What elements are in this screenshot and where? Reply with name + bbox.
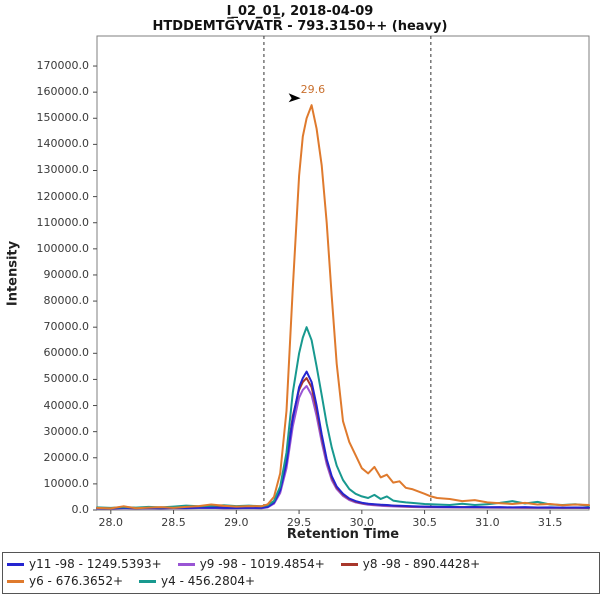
y-tick-label: 0.0 (71, 503, 90, 516)
y-tick-label: 20000.0 (43, 450, 90, 464)
legend-label: y6 - 676.3652+ (29, 574, 124, 588)
y-tick-label: 50000.0 (43, 372, 90, 386)
y-tick-label: 10000.0 (43, 476, 90, 490)
trace-y4[interactable] (96, 326, 590, 509)
chart-titles: I_02_01, 2018-04-09 HTDDEMTG̅YVA̅TR̅ - 7… (0, 4, 600, 34)
legend-line-swatch-icon (7, 562, 24, 566)
y-tick-label: 60000.0 (43, 346, 90, 360)
peak-retention-time-label: 29.6 (300, 83, 326, 97)
x-tick-label: 29.0 (224, 516, 249, 529)
y-tick-label: 120000.0 (36, 189, 90, 203)
y-tick-label: 80000.0 (43, 294, 90, 308)
legend-label: y11 -98 - 1249.5393+ (29, 557, 162, 571)
x-tick-label: 30.5 (412, 516, 437, 529)
legend-item-y4: y4 - 456.2804+ (139, 573, 255, 589)
legend-item-y11: y11 -98 - 1249.5393+ (7, 556, 162, 572)
x-tick-label: 30.0 (349, 516, 375, 529)
legend-item-y9: y9 -98 - 1019.4854+ (177, 556, 325, 572)
y-axis-title: Intensity (5, 240, 21, 307)
peak-pointer-icon (288, 93, 301, 103)
y-tick-label: 130000.0 (36, 163, 90, 177)
plot-area[interactable] (96, 35, 590, 511)
y-tick-label: 90000.0 (43, 267, 90, 281)
legend-label: y4 - 456.2804+ (161, 574, 256, 588)
legend-line-swatch-icon (7, 579, 24, 583)
legend-line-swatch-icon (340, 562, 358, 566)
legend-item-y6: y6 - 676.3652+ (7, 573, 123, 589)
x-axis-title: Retention Time (286, 527, 400, 542)
y-tick-label: 40000.0 (43, 398, 90, 412)
legend-item-y8: y8 -98 - 890.4428+ (340, 556, 481, 572)
y-tick-label: 100000.0 (36, 241, 90, 255)
x-tick-label: 31.0 (475, 516, 500, 529)
legend-label: y8 -98 - 890.4428+ (362, 557, 481, 571)
legend-line-swatch-icon (139, 579, 157, 583)
y-tick-label: 70000.0 (43, 320, 90, 334)
x-tick-label: 28.0 (98, 516, 124, 529)
trace-y11[interactable] (96, 370, 590, 510)
chart-subtitle: HTDDEMTG̅YVA̅TR̅ - 793.3150++ (heavy) (152, 19, 448, 34)
chart-title: I_02_01, 2018-04-09 (226, 4, 374, 19)
trace-y6[interactable] (96, 104, 590, 510)
x-tick-label: 29.5 (286, 516, 312, 529)
legend-label: y9 -98 - 1019.4854+ (199, 557, 325, 571)
y-tick-label: 110000.0 (36, 215, 90, 229)
y-tick-label: 30000.0 (43, 424, 90, 438)
legend-box: y11 -98 - 1249.5393+ y9 -98 - 1019.4854+ y… (2, 552, 600, 594)
x-tick-label: 31.5 (537, 516, 563, 529)
y-tick-label: 140000.0 (36, 137, 90, 151)
legend-line-swatch-icon (177, 562, 195, 566)
y-tick-label: 170000.0 (36, 59, 90, 73)
x-tick-label: 28.5 (161, 516, 186, 529)
y-tick-label: 150000.0 (36, 111, 90, 125)
y-tick-label: 160000.0 (36, 85, 90, 99)
